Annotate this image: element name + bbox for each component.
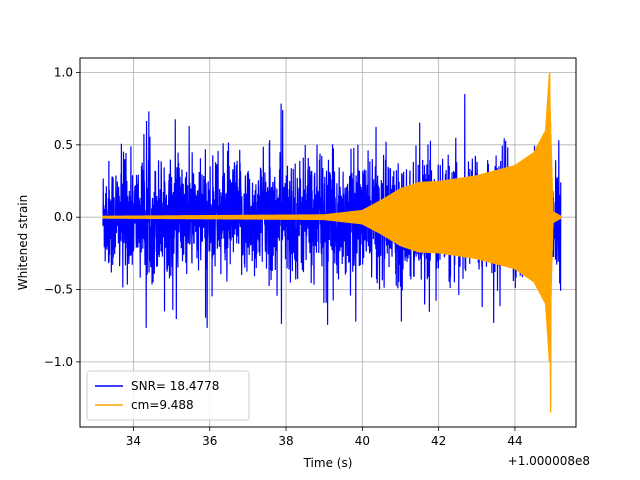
- x-tick-label: 36: [202, 434, 217, 448]
- legend-label-snr: SNR= 18.4778: [131, 379, 219, 393]
- legend: SNR= 18.4778 cm=9.488: [86, 370, 250, 421]
- x-tick-label: 42: [431, 434, 446, 448]
- x-tick-label: 44: [507, 434, 522, 448]
- legend-box: [86, 370, 250, 421]
- y-axis-label: Whitened strain: [16, 195, 30, 291]
- series-line-cm: [102, 74, 562, 362]
- x-tick-label: 38: [278, 434, 293, 448]
- x-tick-label: 34: [126, 434, 141, 448]
- y-tick-label: 1.0: [54, 65, 73, 79]
- x-axis-offset-label: +1.000008e8: [508, 454, 590, 468]
- x-axis-label: Time (s): [303, 456, 353, 470]
- y-tick-label: −0.5: [44, 283, 73, 297]
- legend-label-cm: cm=9.488: [131, 398, 194, 412]
- y-tick-label: −1.0: [44, 355, 73, 369]
- y-tick-label: 0.5: [54, 138, 73, 152]
- series-layer: [102, 72, 562, 413]
- series-merger-spike-cm: [548, 72, 552, 413]
- y-tick-label: 0.0: [54, 210, 73, 224]
- plot-frame: [79, 57, 577, 428]
- x-tick-label: 40: [355, 434, 370, 448]
- ticks: 34 36 38 40 42 44 −1.0 −0.5 0.0 0.5 1.0: [44, 65, 523, 448]
